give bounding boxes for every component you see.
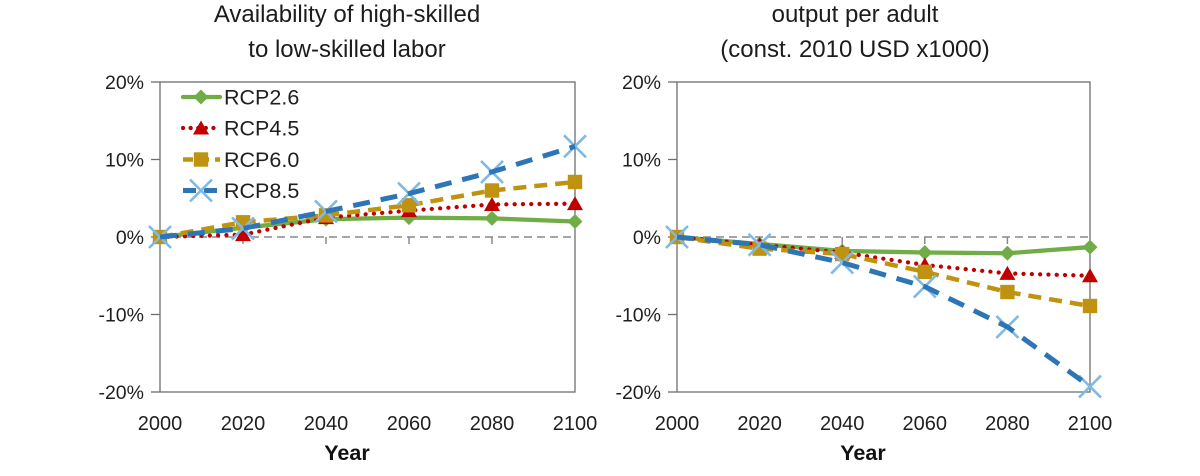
data-point-RCP8.5 — [830, 250, 855, 275]
y-axis-tick-label: -20% — [615, 382, 661, 404]
data-point-RCP2.6 — [567, 214, 583, 229]
x-axis-tick-label: 2080 — [985, 413, 1030, 435]
data-point-RCP8.5 — [747, 232, 772, 257]
data-point-RCP6.0 — [917, 264, 932, 280]
x-axis-tick-label: 2020 — [737, 413, 782, 435]
left-chart-title-line2: to low-skilled labor — [248, 36, 446, 63]
data-point-RCP2.6 — [999, 245, 1015, 261]
data-point-RCP2.6 — [484, 210, 500, 226]
data-point-RCP8.5 — [1078, 374, 1102, 399]
data-point-RCP2.6 — [1082, 239, 1098, 255]
y-axis-tick-label: -20% — [98, 382, 144, 404]
series-RCP8.5 — [665, 225, 1102, 399]
right-chart-plot: 20% 10% 0% -10% -20% 2000 2020 2040 2060 2080 2100 — [615, 72, 1113, 435]
series-line-RCP8.5 — [676, 234, 1092, 389]
data-point-RCP6.0 — [567, 174, 583, 190]
data-point-RCP6.0 — [484, 183, 500, 198]
legend: RCP2.6 RCP4.5 RCP6.0 RCP8.5 — [180, 86, 299, 203]
series-line-RCP6.0 — [676, 234, 1091, 309]
data-point-RCP6.0 — [1082, 298, 1098, 314]
series-line-RCP6.0 — [159, 179, 576, 240]
data-point-RCP4.5 — [235, 227, 251, 242]
series-line-RCP8.5 — [159, 143, 576, 240]
y-axis-tick-label: 0% — [633, 227, 661, 249]
right-chart-x-axis-title: Year — [840, 441, 886, 465]
data-point-RCP4.5 — [999, 265, 1016, 280]
y-axis-tick-label: 20% — [622, 72, 661, 94]
data-point-RCP8.5 — [231, 216, 255, 241]
x-axis-tick-label: 2060 — [903, 413, 948, 435]
x-axis-tick-label: 2040 — [820, 413, 865, 435]
left-chart-plot: 20% 10% 0% -10% -20% 2000 2020 2040 2060 2080 2100… — [98, 72, 598, 435]
right-chart-title-line1: output per adult — [771, 1, 939, 28]
right-chart-title: output per adult (const. 2010 USD x1000) — [593, 0, 1117, 67]
legend-marker-RCP2.6 — [193, 89, 209, 105]
x-axis-tick-label: 2020 — [221, 413, 266, 435]
x-axis-tick-label: 2060 — [387, 413, 432, 435]
x-axis-tick-label: 2100 — [553, 413, 598, 435]
left-chart-title: Availability of high-skilled to low-skil… — [85, 0, 609, 67]
legend-marker-RCP6.0 — [193, 152, 209, 167]
left-chart-x-axis-title: Year — [324, 441, 370, 465]
legend-marker-RCP4.5 — [193, 120, 209, 135]
data-point-RCP4.5 — [567, 196, 583, 211]
data-point-RCP2.6 — [917, 245, 933, 260]
legend-label-RCP2.6: RCP2.6 — [224, 86, 299, 110]
y-axis-tick-label: -10% — [615, 305, 661, 327]
x-axis-tick-label: 2080 — [470, 413, 515, 435]
legend-marker-RCP8.5 — [189, 178, 213, 203]
series-line-RCP4.5 — [674, 234, 1093, 278]
series-RCP2.6 — [669, 229, 1098, 261]
data-point-RCP4.5 — [1082, 268, 1098, 283]
data-point-RCP4.5 — [484, 196, 500, 211]
data-point-RCP6.0 — [401, 198, 417, 213]
y-axis-tick-label: 20% — [105, 72, 144, 94]
y-axis-tick-label: 10% — [622, 150, 661, 172]
legend-label-RCP4.5: RCP4.5 — [224, 117, 299, 141]
y-axis-tick-label: 10% — [105, 150, 144, 172]
series-line-RCP4.5 — [157, 201, 578, 240]
x-axis-tick-label: 2000 — [138, 413, 183, 435]
left-chart-title-line1: Availability of high-skilled — [213, 1, 481, 28]
data-point-RCP6.0 — [1000, 284, 1015, 300]
y-axis-tick-label: -10% — [98, 305, 144, 327]
x-axis-tick-label: 2000 — [655, 413, 700, 435]
right-chart-title-line2: (const. 2010 USD x1000) — [720, 36, 990, 63]
x-axis-tick-label: 2100 — [1068, 413, 1113, 435]
x-axis-tick-label: 2040 — [304, 413, 349, 435]
series-line-RCP2.6 — [157, 215, 578, 240]
legend-label-RCP6.0: RCP6.0 — [224, 148, 299, 172]
y-axis-tick-label: 0% — [116, 227, 144, 249]
legend-label-RCP8.5: RCP8.5 — [224, 179, 299, 203]
series-RCP8.5 — [148, 134, 587, 249]
